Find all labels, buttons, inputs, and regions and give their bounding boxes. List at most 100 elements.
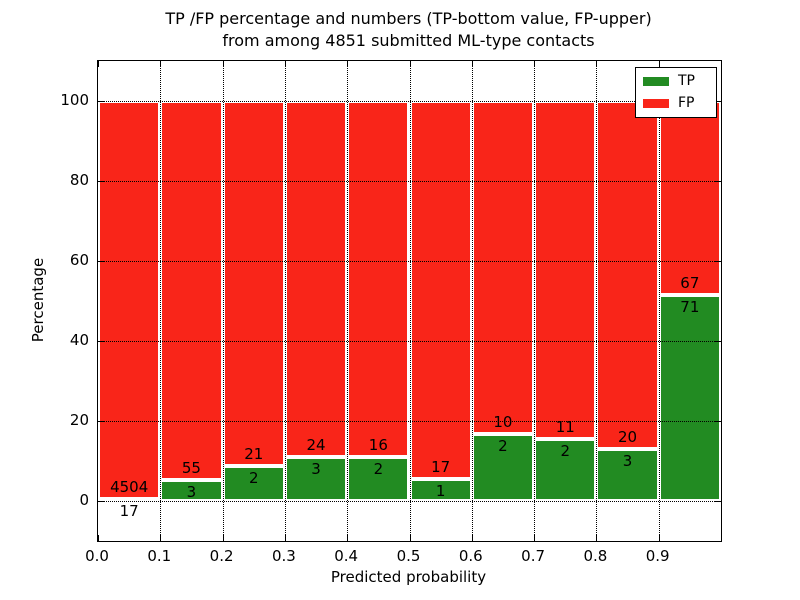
legend-item-fp: FP	[643, 96, 709, 111]
fp-count-label: 4504	[110, 478, 149, 497]
x-tick-mark-top	[98, 61, 99, 67]
tp-bar-segment	[347, 456, 410, 501]
x-tick-label: 0.0	[85, 547, 109, 565]
tp-bar-segment	[222, 466, 285, 501]
x-tick-mark	[98, 535, 99, 541]
y-tick-label: 80	[69, 171, 89, 189]
y-tick-mark	[98, 181, 104, 182]
fp-count-label: 10	[493, 413, 513, 432]
fp-swatch	[643, 99, 669, 108]
y-tick-label: 100	[60, 91, 89, 109]
x-tick-mark	[222, 535, 224, 541]
y-tick-mark-right	[715, 101, 721, 102]
v-gridline	[471, 61, 473, 541]
tp-count-label: 3	[186, 483, 197, 502]
legend: TP FP	[635, 67, 717, 118]
y-tick-mark-right	[715, 261, 721, 262]
x-tick-label: 0.5	[396, 547, 421, 565]
fp-bar-segment	[658, 101, 721, 296]
x-tick-label: 0.4	[334, 547, 359, 565]
v-gridline	[284, 61, 286, 541]
v-gridline	[222, 61, 224, 541]
tp-count-label: 1	[435, 481, 446, 500]
plot-area: 4504 17 55 3 21 2 24 3 16 2 17 1 10 2 11 2 20 3 67 71 TP FP	[97, 60, 722, 542]
tp-count-label: 2	[373, 459, 384, 478]
legend-item-tp: TP	[643, 74, 709, 89]
tp-count-label: 71	[680, 298, 700, 317]
y-axis-label: Percentage	[29, 257, 47, 343]
y-tick-mark-right	[715, 341, 721, 342]
x-tick-mark	[409, 535, 411, 541]
chart-title: TP /FP percentage and numbers (TP-bottom…	[97, 8, 720, 52]
y-tick-label: 20	[69, 411, 89, 429]
x-tick-label: 0.7	[521, 547, 546, 565]
fp-bar-segment	[222, 101, 285, 467]
fp-bar-segment	[160, 101, 223, 481]
fp-count-label: 11	[555, 418, 575, 437]
y-tick-label: 60	[69, 251, 89, 269]
v-gridline	[160, 61, 162, 541]
y-tick-mark-right	[715, 501, 721, 502]
tp-count-label: 17	[119, 502, 139, 521]
fp-bar-segment	[284, 101, 348, 457]
fp-count-label: 20	[618, 427, 638, 446]
x-tick-mark	[658, 535, 660, 541]
y-tick-mark	[98, 341, 104, 342]
x-tick-mark	[534, 535, 536, 541]
y-tick-mark	[98, 501, 104, 502]
x-tick-mark	[160, 535, 162, 541]
tp-count-label: 2	[248, 469, 259, 488]
chart-title-line2: from among 4851 submitted ML-type contac…	[222, 31, 595, 50]
y-tick-mark	[98, 101, 104, 102]
v-gridline	[409, 61, 411, 541]
x-tick-label: 0.1	[147, 547, 172, 565]
fp-bar-segment	[347, 101, 410, 457]
fp-bar-segment	[596, 101, 659, 449]
x-tick-mark	[471, 535, 473, 541]
y-tick-label: 0	[79, 491, 89, 509]
x-axis-label: Predicted probability	[330, 568, 487, 586]
x-tick-label: 0.9	[645, 547, 670, 565]
chart-title-line1: TP /FP percentage and numbers (TP-bottom…	[165, 9, 652, 28]
tp-bar-segment	[409, 478, 472, 501]
fp-count-label: 16	[368, 435, 388, 454]
fp-count-label: 55	[181, 459, 201, 478]
fp-bar-segment	[409, 101, 472, 479]
fp-count-label: 67	[680, 274, 700, 293]
tp-count-label: 3	[622, 451, 633, 470]
v-gridline	[347, 61, 349, 541]
x-tick-mark-top	[596, 61, 598, 67]
x-tick-mark	[284, 535, 286, 541]
tp-bar-segment	[658, 295, 721, 501]
tp-bar-segment	[471, 434, 535, 501]
legend-label-fp: FP	[678, 95, 695, 111]
y-tick-mark-right	[715, 421, 721, 422]
x-tick-label: 0.6	[458, 547, 483, 565]
x-tick-label: 0.3	[271, 547, 296, 565]
x-tick-mark-top	[347, 61, 349, 67]
x-tick-mark-top	[471, 61, 473, 67]
x-tick-mark-top	[534, 61, 536, 67]
fp-count-label: 21	[244, 445, 264, 464]
x-tick-label: 0.8	[583, 547, 608, 565]
fp-bar-segment	[98, 101, 161, 500]
tp-bar-segment	[534, 439, 597, 501]
tp-swatch	[643, 77, 669, 86]
legend-label-tp: TP	[678, 73, 695, 89]
x-tick-mark-top	[658, 61, 660, 67]
v-gridline	[658, 61, 660, 541]
x-tick-mark-top	[160, 61, 162, 67]
fp-count-label: 24	[306, 435, 326, 454]
fp-bar-segment	[471, 101, 535, 435]
y-tick-label: 40	[69, 331, 89, 349]
y-tick-mark	[98, 421, 104, 422]
tp-count-label: 3	[311, 459, 321, 478]
x-tick-mark	[596, 535, 598, 541]
x-tick-mark-top	[409, 61, 411, 67]
x-tick-mark-top	[222, 61, 224, 67]
x-tick-mark-top	[284, 61, 286, 67]
fp-count-label: 17	[431, 457, 451, 476]
y-tick-mark	[98, 261, 104, 262]
fp-bar-segment	[534, 101, 597, 440]
